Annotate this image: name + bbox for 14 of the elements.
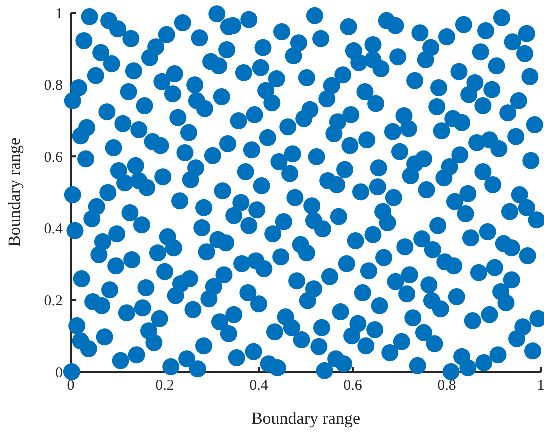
x-tick-label: 0.4: [250, 378, 269, 394]
y-tick-label: 1: [56, 6, 63, 22]
y-tick-label: 0: [56, 365, 63, 382]
y-axis-title: Boundary range: [5, 138, 24, 248]
y-tick-label: 0.2: [44, 293, 63, 310]
y-tick-label: 0.8: [44, 78, 63, 94]
x-tick-label: 1: [537, 378, 544, 394]
x-tick-label: 0.6: [344, 378, 363, 394]
x-tick-label: 0.8: [438, 378, 456, 394]
x-axis-title: Boundary range: [251, 409, 361, 428]
y-tick-label: 0.6: [44, 150, 64, 166]
y-tick-label: 0.4: [44, 222, 64, 238]
x-tick-label: 0.2: [156, 378, 174, 394]
x-tick-label: 0: [67, 378, 75, 394]
